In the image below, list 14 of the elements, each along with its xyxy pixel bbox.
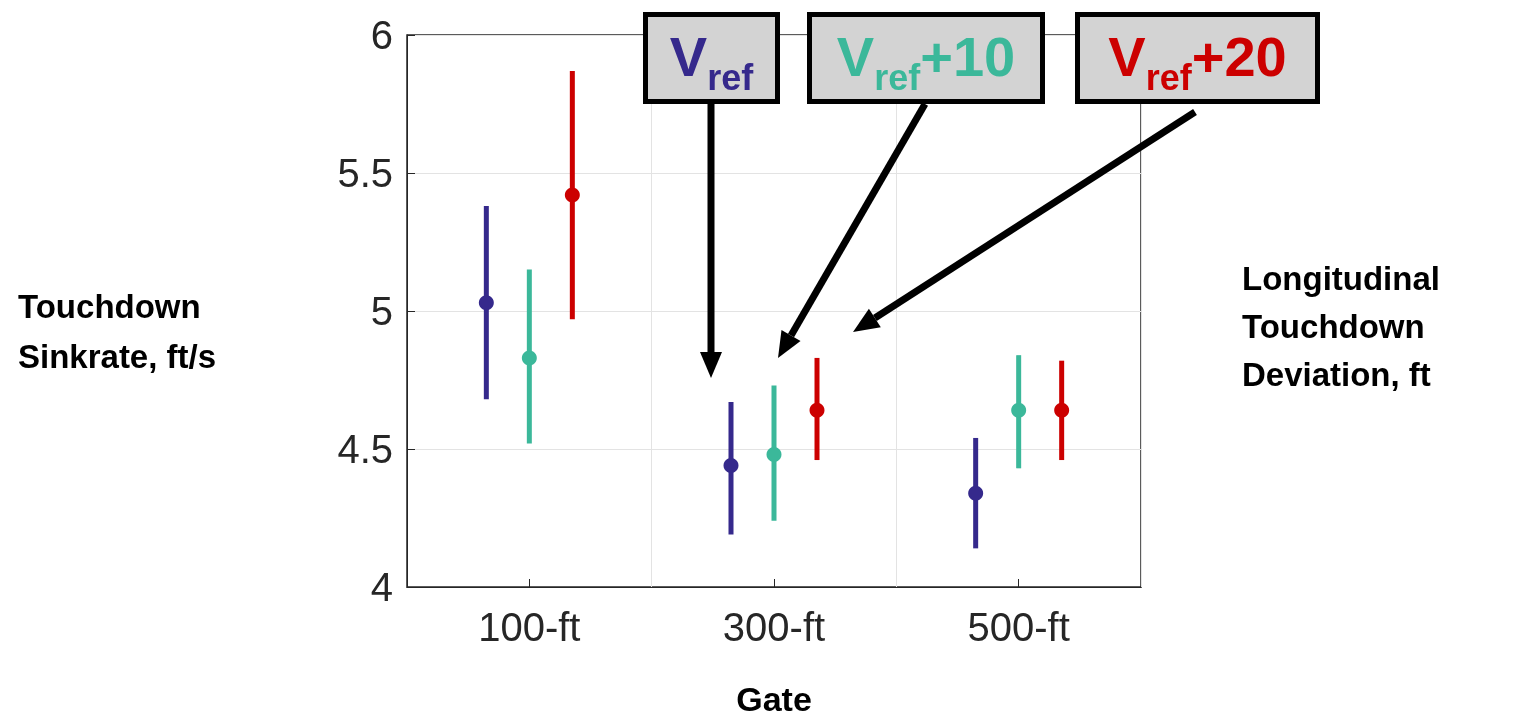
y-tick-label: 4 xyxy=(370,565,393,609)
x-tick-label: 100-ft xyxy=(478,605,581,649)
text: V$_{ref}$+20 xyxy=(1075,12,1320,104)
text: V$_{ref}$+10 xyxy=(807,12,1045,104)
y-axis-title: Touchdown Sinkrate, ft/s xyxy=(18,287,218,377)
text: Longitudinal Touchdown Deviation, ft xyxy=(1242,259,1441,395)
y-tick-label: 4.5 xyxy=(337,427,393,471)
y-tick-label: 6 xyxy=(370,13,393,57)
x-axis-title: Gate xyxy=(735,680,813,719)
x-tick-label: 500-ft xyxy=(967,605,1070,649)
y-tick-label: 5.5 xyxy=(337,151,393,195)
x-tick-label: 300-ft xyxy=(722,605,826,649)
text: V$_{ref}$ xyxy=(643,12,780,104)
y-tick-label: 5 xyxy=(370,289,393,333)
